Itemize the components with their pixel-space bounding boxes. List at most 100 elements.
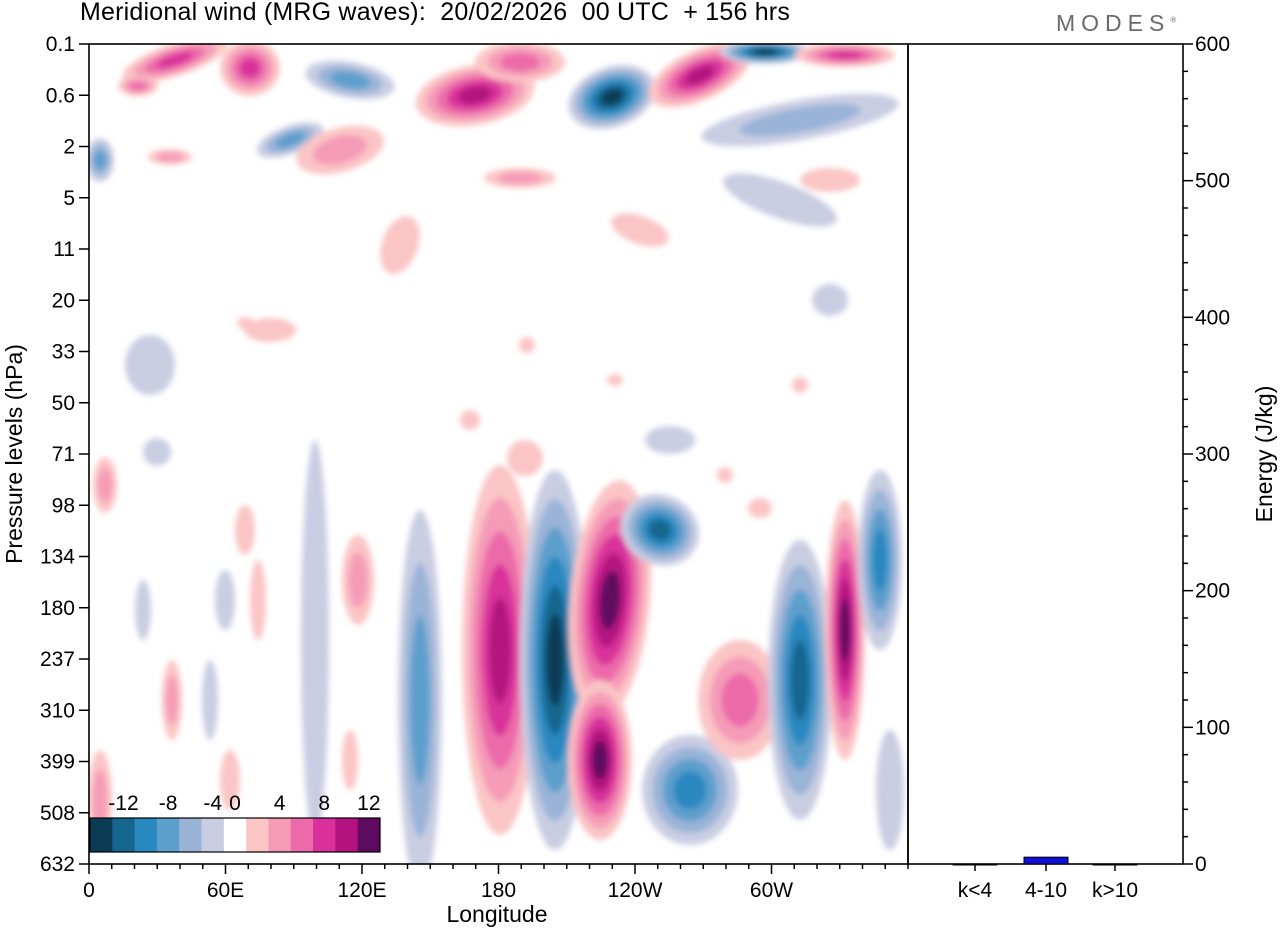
contour-cell — [125, 335, 175, 395]
contour-cell — [250, 560, 266, 640]
contour-cell — [812, 284, 848, 316]
colorbar-swatch — [335, 818, 359, 852]
contour-cell — [244, 318, 296, 342]
colorbar-swatch — [223, 818, 247, 852]
x-tick-label: 120W — [608, 879, 663, 902]
energy-category-label: k<4 — [958, 879, 993, 902]
energy-tick-label: 600 — [1195, 33, 1230, 56]
contour-cell — [156, 152, 184, 162]
y-tick-label: 5 — [63, 187, 75, 210]
contour-cell — [601, 89, 623, 105]
contour-cell — [489, 597, 511, 703]
energy-category-label: 4-10 — [1025, 879, 1067, 902]
contour-cell — [301, 440, 329, 840]
y-tick-label: 11 — [53, 238, 75, 261]
colorbar-swatch — [246, 818, 269, 852]
contour-cell — [215, 570, 235, 630]
contour-cell — [717, 467, 733, 483]
contour-cell — [872, 528, 888, 592]
y-tick-label: 0.1 — [46, 33, 75, 56]
logo-text: MODES — [1056, 10, 1171, 36]
colorbar-swatch — [313, 818, 336, 852]
contour-cell — [546, 613, 564, 707]
y-tick-label: 33 — [52, 341, 75, 364]
energy-tick-label: 0 — [1195, 853, 1207, 876]
contour-cell — [458, 86, 492, 104]
contour-cell — [239, 58, 261, 78]
energy-tick-label: 300 — [1195, 443, 1230, 466]
contour-cell — [330, 71, 370, 89]
contour-blobs — [89, 44, 904, 864]
y-axis-label: Pressure levels (hPa) — [1, 344, 27, 564]
energy-bars — [952, 856, 1138, 866]
contour-cell — [840, 598, 850, 662]
colorbar-swatch — [357, 818, 381, 852]
colorbar-swatch — [201, 818, 225, 852]
contour-cell — [129, 81, 147, 91]
contour-cell — [721, 673, 759, 727]
contour-cell — [723, 173, 837, 227]
contour-cell — [600, 571, 620, 629]
contour-cell — [876, 730, 904, 850]
colorbar-swatch — [134, 818, 158, 852]
contour-cell — [135, 580, 151, 640]
contour-cell — [92, 769, 108, 831]
energy-tick-label: 500 — [1195, 170, 1230, 193]
y-tick-label: 0.6 — [46, 84, 75, 107]
heatmap-field — [89, 44, 904, 864]
y-tick-label: 2 — [63, 136, 75, 159]
logo-registered-mark: ® — [1170, 15, 1177, 25]
colorbar-swatch — [156, 818, 180, 852]
contour-cell — [645, 426, 695, 454]
y-tick-label: 632 — [40, 853, 75, 876]
y-tick-label: 508 — [40, 802, 75, 825]
contour-cell — [220, 750, 240, 810]
colorbar-tick-label: -8 — [159, 792, 178, 815]
contour-cell — [275, 132, 305, 148]
contour-cell — [237, 317, 253, 329]
heatmap-axes: 0 60E 120E 180 120W 60W 0.1 0.6 2 5 11 20 33 50 71 98 13… — [40, 33, 909, 902]
contour-cell — [739, 103, 861, 137]
figure-title: Meridional wind (MRG waves): 20/02/2026 … — [80, 0, 791, 26]
contour-cell — [380, 216, 420, 274]
contour-cell — [800, 168, 860, 192]
contour-cell — [790, 640, 810, 720]
modes-logo: MODES® — [1056, 10, 1176, 37]
energy-tick-label: 200 — [1195, 580, 1230, 603]
contour-cell — [235, 505, 255, 555]
contour-cell — [500, 53, 540, 71]
y-tick-label: 98 — [52, 494, 75, 517]
contour-cell — [611, 213, 669, 247]
colorbar-tick-label: -12 — [108, 792, 138, 815]
contour-cell — [410, 615, 430, 785]
colorbar-swatch — [179, 818, 203, 852]
contour-cell — [592, 740, 608, 780]
contour-cell — [754, 49, 776, 55]
contour-cell — [685, 65, 715, 85]
contour-cell — [748, 498, 772, 518]
contour-cell — [648, 519, 672, 541]
x-tick-label: 60W — [750, 879, 793, 902]
contour-cell — [673, 770, 707, 810]
contour-cell — [607, 374, 623, 386]
contour-cell — [313, 135, 367, 165]
energy-tick-label: 400 — [1195, 306, 1230, 329]
colorbar-swatch — [112, 818, 136, 852]
colorbar-frame — [89, 817, 381, 853]
y-tick-label: 71 — [52, 443, 75, 466]
energy-axis-label: Energy (J/kg) — [1251, 386, 1277, 523]
y-tick-label: 310 — [40, 699, 75, 722]
colorbar: -12 -8 -4 0 4 8 12 — [89, 792, 381, 853]
y-tick-label: 237 — [40, 648, 75, 671]
colorbar-tick-label: 8 — [318, 792, 330, 815]
x-axis-label: Longitude — [446, 901, 547, 927]
x-tick-label: 180 — [481, 879, 516, 902]
energy-category-label: k>10 — [1092, 879, 1138, 902]
contour-cell — [202, 660, 218, 740]
contour-cell — [507, 440, 543, 476]
contour-cell — [827, 50, 863, 60]
y-tick-label: 180 — [40, 597, 75, 620]
energy-bar — [1023, 856, 1069, 865]
contour-cell — [156, 52, 194, 68]
